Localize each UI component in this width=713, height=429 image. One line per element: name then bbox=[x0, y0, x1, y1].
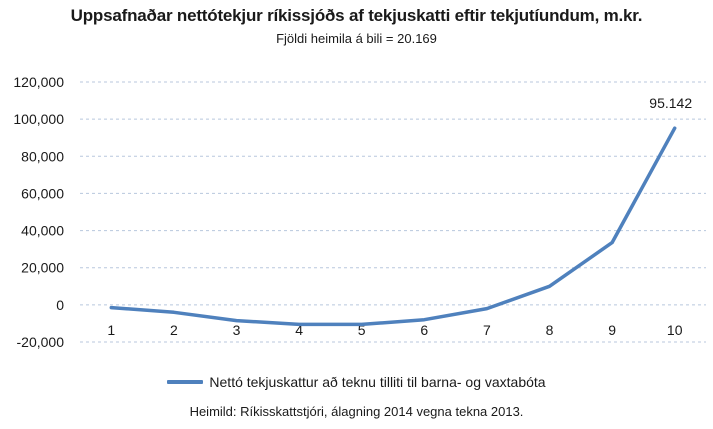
y-tick-label: -20,000 bbox=[17, 334, 65, 350]
chart-subtitle: Fjöldi heimila á bili = 20.169 bbox=[276, 31, 437, 46]
x-tick-label: 3 bbox=[233, 322, 241, 338]
x-tick-label: 4 bbox=[295, 322, 303, 338]
y-tick-label: 100,000 bbox=[13, 111, 64, 127]
y-tick-label: 120,000 bbox=[13, 74, 64, 90]
source-note: Heimild: Ríkisskattstjóri, álagning 2014… bbox=[189, 404, 524, 419]
x-tick-label: 5 bbox=[358, 322, 366, 338]
series-line bbox=[109, 126, 677, 327]
legend-label: Nettó tekjuskattur að teknu tilliti til … bbox=[209, 374, 546, 390]
x-tick-label: 9 bbox=[608, 322, 616, 338]
y-tick-label: 60,000 bbox=[21, 185, 64, 201]
x-tick-label: 10 bbox=[667, 322, 683, 338]
x-tick-label: 2 bbox=[170, 322, 178, 338]
chart-title: Uppsafnaðar nettótekjur ríkissjóðs af te… bbox=[70, 6, 643, 25]
y-tick-label: 40,000 bbox=[21, 223, 64, 239]
legend-swatch bbox=[167, 380, 204, 384]
legend: Nettó tekjuskattur að teknu tilliti til … bbox=[0, 374, 713, 390]
y-tick-label: 0 bbox=[56, 297, 64, 313]
y-tick-label: 80,000 bbox=[21, 148, 64, 164]
x-tick-label: 6 bbox=[420, 322, 428, 338]
x-tick-label: 1 bbox=[107, 322, 115, 338]
y-tick-label: 20,000 bbox=[21, 260, 64, 276]
x-tick-label: 7 bbox=[483, 322, 491, 338]
x-tick-label: 8 bbox=[546, 322, 554, 338]
data-label: 95.142 bbox=[649, 95, 692, 111]
